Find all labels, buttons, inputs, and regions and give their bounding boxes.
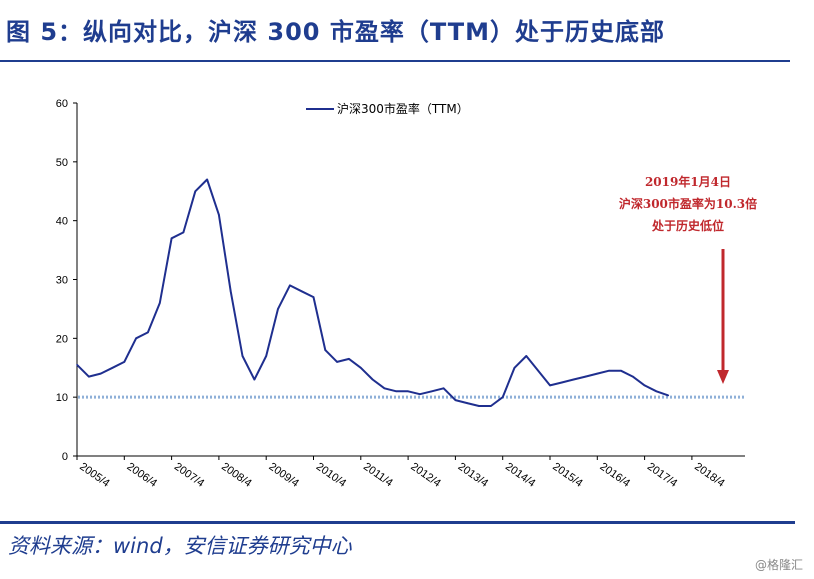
data-point — [596, 372, 599, 375]
data-point — [513, 367, 516, 369]
data-point — [182, 231, 185, 234]
data-point — [265, 355, 268, 357]
data-point — [324, 349, 327, 351]
data-point — [549, 384, 551, 387]
y-tick-label: 60 — [56, 98, 68, 110]
title-divider — [0, 60, 790, 62]
y-tick-label: 50 — [56, 157, 68, 169]
data-point — [76, 364, 78, 366]
data-point — [537, 369, 539, 372]
x-tick-label: 2013/4 — [456, 461, 490, 490]
data-point — [478, 405, 480, 407]
y-tick-label: 0 — [62, 451, 68, 463]
data-point — [170, 237, 173, 240]
data-point — [229, 290, 232, 293]
data-point — [584, 375, 587, 378]
data-point — [99, 372, 102, 375]
x-tick-label: 2017/4 — [645, 461, 679, 490]
x-tick-label: 2009/4 — [266, 461, 300, 490]
x-tick-label: 2005/4 — [77, 461, 111, 490]
data-point — [336, 361, 338, 363]
data-point — [147, 331, 149, 334]
y-tick-label: 10 — [56, 392, 68, 404]
y-tick-label: 30 — [56, 275, 68, 287]
data-point — [655, 390, 658, 393]
source-note: 资料来源：wind，安信证券研究中心 — [8, 534, 352, 558]
x-tick-label: 2014/4 — [503, 461, 537, 490]
data-point — [360, 367, 362, 369]
data-point — [194, 190, 197, 193]
x-tick-label: 2010/4 — [314, 461, 348, 490]
annotation-text: 处于历史低位 — [651, 218, 724, 233]
x-tick-label: 2015/4 — [550, 461, 584, 490]
data-point — [371, 378, 374, 381]
watermark: @格隆汇 — [755, 558, 804, 572]
data-point — [419, 393, 421, 396]
data-point — [431, 390, 433, 393]
x-tick-label: 2011/4 — [361, 461, 395, 490]
x-tick-label: 2007/4 — [172, 461, 206, 490]
y-tick-label: 40 — [56, 216, 68, 228]
data-point — [667, 394, 670, 397]
data-point — [620, 369, 622, 372]
source-divider — [0, 521, 795, 524]
series-line — [76, 178, 669, 407]
x-tick-label: 2016/4 — [598, 461, 632, 490]
data-point — [501, 396, 504, 399]
data-point — [300, 290, 303, 293]
data-point — [632, 375, 634, 378]
data-point — [395, 390, 398, 393]
data-point — [442, 387, 445, 390]
data-point — [561, 381, 563, 384]
data-point — [348, 358, 350, 360]
data-point — [159, 302, 161, 304]
legend-label: 沪深300市盈率（TTM） — [337, 101, 469, 116]
chart-title: 图 5：纵向对比，沪深 300 市盈率（TTM）处于历史底部 — [6, 18, 666, 46]
data-point — [123, 361, 126, 363]
data-point — [383, 387, 386, 390]
data-point — [289, 284, 291, 287]
data-point — [218, 214, 220, 216]
y-tick-label: 20 — [56, 333, 68, 345]
x-tick-label: 2006/4 — [125, 461, 159, 490]
data-point — [490, 405, 492, 407]
data-point — [572, 378, 575, 381]
data-point — [643, 384, 646, 387]
data-point — [466, 402, 469, 404]
data-point — [454, 399, 457, 401]
data-point — [253, 378, 256, 381]
data-point — [241, 355, 244, 357]
data-point — [277, 308, 279, 310]
data-point — [525, 355, 528, 357]
x-tick-label: 2018/4 — [692, 461, 726, 490]
annotation-text: 沪深300市盈率为10.3倍 — [619, 196, 757, 211]
x-tick-label: 2012/4 — [408, 461, 442, 490]
annotation-arrow-head — [717, 370, 729, 384]
x-tick-label: 2008/4 — [219, 461, 253, 490]
data-point — [135, 337, 137, 340]
data-point — [407, 390, 409, 393]
data-point — [608, 369, 610, 372]
data-point — [88, 375, 90, 378]
data-point — [111, 367, 114, 369]
annotation-text: 2019年1月4日 — [645, 174, 731, 189]
data-point — [206, 178, 208, 181]
data-point — [312, 296, 315, 298]
